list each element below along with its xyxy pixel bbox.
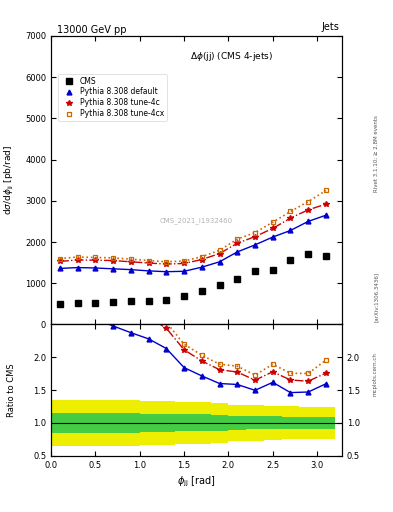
Pythia 8.308 default bbox=[253, 242, 257, 248]
Pythia 8.308 default bbox=[323, 212, 328, 218]
Pythia 8.308 tune-4cx bbox=[75, 254, 80, 260]
Pythia 8.308 tune-4cx bbox=[253, 229, 257, 236]
CMS bbox=[235, 275, 240, 282]
Pythia 8.308 tune-4c bbox=[270, 225, 275, 231]
Text: mcplots.cern.ch: mcplots.cern.ch bbox=[372, 352, 377, 396]
Pythia 8.308 tune-4c bbox=[75, 257, 80, 263]
Line: Pythia 8.308 default: Pythia 8.308 default bbox=[57, 213, 329, 274]
Line: Pythia 8.308 tune-4cx: Pythia 8.308 tune-4cx bbox=[57, 188, 329, 264]
Pythia 8.308 default bbox=[58, 265, 62, 271]
Pythia 8.308 tune-4cx bbox=[217, 247, 222, 253]
CMS bbox=[58, 301, 62, 307]
CMS bbox=[75, 301, 80, 307]
Pythia 8.308 tune-4c bbox=[217, 250, 222, 257]
CMS bbox=[200, 288, 204, 294]
Pythia 8.308 default bbox=[164, 269, 169, 275]
Text: 13000 GeV pp: 13000 GeV pp bbox=[57, 25, 127, 35]
Pythia 8.308 tune-4cx bbox=[288, 208, 293, 215]
CMS bbox=[306, 251, 310, 258]
Pythia 8.308 tune-4c bbox=[323, 201, 328, 207]
Pythia 8.308 tune-4cx bbox=[306, 199, 310, 205]
Pythia 8.308 tune-4c bbox=[200, 257, 204, 263]
Pythia 8.308 tune-4c bbox=[182, 261, 186, 267]
Pythia 8.308 tune-4c bbox=[146, 260, 151, 266]
Pythia 8.308 tune-4cx bbox=[129, 256, 133, 262]
Pythia 8.308 default bbox=[235, 249, 240, 255]
Legend: CMS, Pythia 8.308 default, Pythia 8.308 tune-4c, Pythia 8.308 tune-4cx: CMS, Pythia 8.308 default, Pythia 8.308 … bbox=[58, 74, 167, 121]
Pythia 8.308 tune-4cx bbox=[270, 219, 275, 225]
Pythia 8.308 tune-4c bbox=[288, 215, 293, 221]
Pythia 8.308 default bbox=[217, 259, 222, 265]
CMS bbox=[146, 298, 151, 304]
Pythia 8.308 tune-4cx bbox=[182, 258, 186, 264]
Text: [arXiv:1306.3436]: [arXiv:1306.3436] bbox=[374, 272, 379, 322]
CMS bbox=[217, 282, 222, 288]
Text: Jets: Jets bbox=[321, 22, 339, 32]
CMS bbox=[270, 267, 275, 273]
Pythia 8.308 tune-4cx bbox=[235, 236, 240, 242]
CMS bbox=[93, 300, 98, 306]
CMS bbox=[164, 296, 169, 303]
Pythia 8.308 tune-4c bbox=[111, 258, 116, 264]
Pythia 8.308 tune-4c bbox=[58, 259, 62, 265]
Line: CMS: CMS bbox=[57, 251, 329, 307]
Pythia 8.308 default bbox=[200, 264, 204, 270]
Pythia 8.308 tune-4c bbox=[306, 207, 310, 213]
Line: Pythia 8.308 tune-4c: Pythia 8.308 tune-4c bbox=[57, 201, 329, 267]
Pythia 8.308 default bbox=[146, 268, 151, 274]
Text: $\Delta\phi$(jj) (CMS 4-jets): $\Delta\phi$(jj) (CMS 4-jets) bbox=[190, 50, 273, 63]
Text: CMS_2021_I1932460: CMS_2021_I1932460 bbox=[160, 217, 233, 224]
Pythia 8.308 default bbox=[306, 218, 310, 224]
Pythia 8.308 tune-4cx bbox=[111, 255, 116, 261]
CMS bbox=[129, 298, 133, 305]
Pythia 8.308 tune-4cx bbox=[58, 255, 62, 262]
Pythia 8.308 tune-4cx bbox=[164, 259, 169, 265]
Pythia 8.308 default bbox=[182, 268, 186, 274]
Pythia 8.308 tune-4cx bbox=[93, 254, 98, 261]
Pythia 8.308 default bbox=[129, 267, 133, 273]
Pythia 8.308 default bbox=[270, 234, 275, 240]
CMS bbox=[288, 257, 293, 263]
X-axis label: $\phi_{\rm jj}$ [rad]: $\phi_{\rm jj}$ [rad] bbox=[177, 475, 216, 489]
Pythia 8.308 default bbox=[75, 265, 80, 271]
Pythia 8.308 default bbox=[111, 266, 116, 272]
CMS bbox=[111, 299, 116, 305]
CMS bbox=[182, 292, 186, 298]
CMS bbox=[253, 268, 257, 274]
Pythia 8.308 tune-4c bbox=[93, 257, 98, 263]
Pythia 8.308 tune-4cx bbox=[200, 253, 204, 260]
Pythia 8.308 default bbox=[93, 265, 98, 271]
Y-axis label: Ratio to CMS: Ratio to CMS bbox=[7, 364, 16, 417]
Pythia 8.308 tune-4cx bbox=[146, 258, 151, 264]
Pythia 8.308 tune-4c bbox=[164, 261, 169, 267]
Pythia 8.308 tune-4c bbox=[253, 233, 257, 240]
Pythia 8.308 tune-4cx bbox=[323, 187, 328, 194]
Y-axis label: d$\sigma$/d$\phi_{\rm jj}$ [pb/rad]: d$\sigma$/d$\phi_{\rm jj}$ [pb/rad] bbox=[3, 145, 16, 216]
Pythia 8.308 tune-4c bbox=[129, 259, 133, 265]
Pythia 8.308 default bbox=[288, 227, 293, 233]
Text: Rivet 3.1.10; ≥ 2.8M events: Rivet 3.1.10; ≥ 2.8M events bbox=[374, 115, 379, 192]
Pythia 8.308 tune-4c bbox=[235, 240, 240, 246]
CMS bbox=[323, 253, 328, 259]
